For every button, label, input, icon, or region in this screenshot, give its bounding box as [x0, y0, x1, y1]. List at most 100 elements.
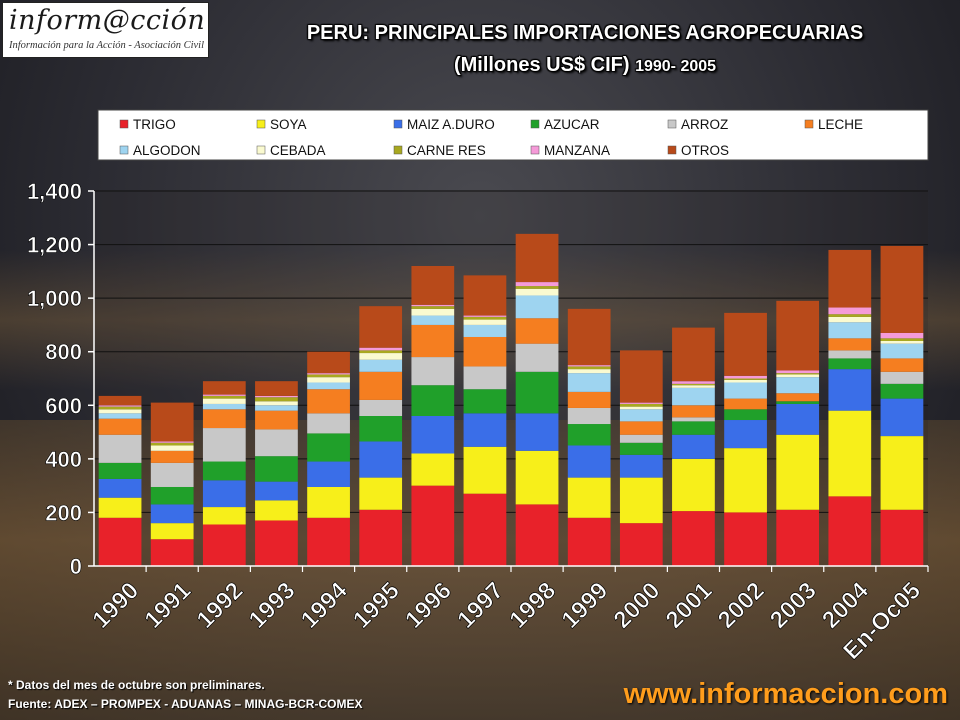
x-tick-label: 1995 [348, 577, 405, 634]
bar-segment-leche [359, 371, 403, 400]
bar-segment-arroz [202, 428, 246, 462]
bar-segment-soya [828, 410, 872, 497]
bar-segment-trigo [567, 517, 611, 566]
bar-segment-leche [724, 398, 767, 410]
bar-segment-otros [98, 395, 142, 406]
bar-segment-carne-res [411, 306, 455, 309]
logo-text: inform@cción [9, 5, 206, 36]
legend-label: CARNE RES [407, 143, 486, 158]
bar-segment-cebada [828, 316, 872, 323]
bar-segment-maiz-a-duro [776, 403, 820, 435]
legend-swatch [667, 145, 677, 155]
subtitle-units: (Millones US$ CIF) [453, 54, 630, 76]
bar-segment-cebada [776, 374, 820, 378]
bar-segment-manzana [98, 405, 142, 407]
legend-label: ARROZ [681, 117, 728, 132]
y-tick-label: 800 [45, 340, 82, 365]
bar-segment-manzana [202, 394, 246, 396]
bar-segment-soya [98, 497, 142, 518]
bar-segment-maiz-a-duro [359, 441, 403, 478]
bar-segment-maiz-a-duro [411, 416, 455, 454]
y-tick-label: 1,200 [27, 233, 82, 258]
bar-segment-maiz-a-duro [202, 480, 246, 508]
bar-segment-azucar [567, 424, 611, 446]
bar-segment-azucar [202, 461, 246, 481]
bar-segment-maiz-a-duro [567, 445, 611, 478]
legend-label: MANZANA [544, 143, 610, 158]
bar-segment-arroz [98, 434, 142, 463]
bar-segment-carne-res [98, 406, 142, 410]
bar-segment-algodon [567, 373, 611, 392]
bar-segment-algodon [463, 324, 507, 337]
bar-segment-arroz [150, 462, 194, 487]
bar-segment-arroz [359, 399, 403, 416]
legend-label: LECHE [818, 117, 863, 132]
legend-swatch [119, 145, 129, 155]
bar-segment-maiz-a-duro [463, 413, 507, 447]
y-axis-ticks: 0 200 400 600 800 1,000 1,200 1,400 [27, 179, 94, 579]
bar-segment-algodon [672, 387, 715, 406]
bar-segment-carne-res [724, 378, 767, 380]
bar-segment-carne-res [307, 374, 350, 378]
bar-segment-manzana [776, 370, 820, 374]
bar-segment-manzana [359, 347, 403, 351]
bar-segment-carne-res [202, 395, 246, 399]
bar-segment-soya [567, 477, 611, 518]
legend-label: SOYA [270, 117, 307, 132]
x-tick-label: 1999 [556, 577, 613, 634]
bar-segment-maiz-a-duro [880, 398, 924, 437]
bar-segment-maiz-a-duro [672, 434, 715, 459]
bar-segment-soya [307, 486, 350, 518]
x-tick-label: 2001 [661, 577, 718, 634]
bar-segment-cebada [202, 398, 246, 404]
bar-segment-arroz [515, 343, 559, 372]
bar-segment-soya [411, 453, 455, 486]
bar-segment-arroz [672, 417, 715, 422]
bar-segment-soya [776, 434, 820, 510]
x-tick-label: 1993 [244, 577, 301, 634]
bar-segment-cebada [411, 308, 455, 316]
bar-segment-azucar [411, 385, 455, 416]
legend-label: TRIGO [133, 117, 176, 132]
website-link[interactable]: www.informaccion.com [623, 678, 948, 710]
bar-segment-azucar [619, 442, 663, 455]
bar-segment-otros [724, 312, 767, 376]
bar-segment-leche [202, 409, 246, 429]
bar-segment-trigo [255, 520, 298, 566]
bar-segment-algodon [411, 315, 455, 325]
bar-segment-carne-res [776, 373, 820, 375]
x-tick-label: 2000 [609, 577, 666, 634]
bar-segment-maiz-a-duro [98, 478, 142, 498]
bar-segment-manzana [307, 373, 350, 375]
legend-swatch [393, 145, 403, 155]
bar-segment-maiz-a-duro [150, 504, 194, 524]
bar-segment-leche [880, 358, 924, 372]
bar-segment-manzana [672, 381, 715, 384]
y-tick-label: 0 [70, 554, 82, 579]
bar-segment-soya [724, 448, 767, 513]
bar-segment-maiz-a-duro [724, 420, 767, 449]
bar-segment-azucar [463, 389, 507, 414]
bar-segment-maiz-a-duro [255, 481, 298, 501]
bar-segment-leche [672, 405, 715, 418]
bar-segment-trigo [672, 511, 715, 566]
footnote: * Datos del mes de octubre son prelimina… [8, 678, 265, 692]
legend-swatch [530, 145, 540, 155]
bar-segment-leche [567, 391, 611, 408]
bar-segment-arroz [567, 407, 611, 425]
bar-segment-maiz-a-duro [515, 413, 559, 451]
chart-title: PERU: PRINCIPALES IMPORTACIONES AGROPECU… [306, 22, 864, 44]
bar-segment-maiz-a-duro [307, 461, 350, 487]
bar-segment-otros [776, 300, 820, 371]
bar-segment-otros [828, 249, 872, 308]
bar-segment-leche [776, 393, 820, 402]
x-tick-label: 1990 [87, 577, 144, 634]
bar-segment-soya [255, 500, 298, 521]
bar-segment-otros [359, 306, 403, 348]
bar-segment-cebada [98, 409, 142, 414]
bar-segment-trigo [463, 493, 507, 566]
bar-segment-arroz [411, 357, 455, 386]
bar-segment-otros [619, 350, 663, 403]
bar-segment-algodon [307, 382, 350, 390]
bar-segment-leche [255, 410, 298, 430]
